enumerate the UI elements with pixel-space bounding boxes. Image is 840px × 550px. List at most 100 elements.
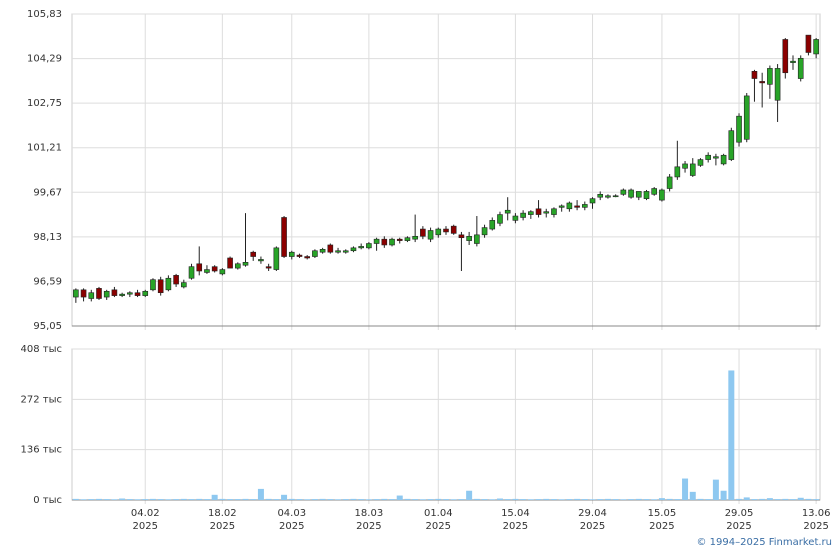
x-tick-label: 04.03 2025 [277,508,307,532]
candle-body [127,292,133,295]
plot-area [71,348,821,501]
candle-body [389,238,395,246]
candle-body [481,227,488,236]
candle-body [273,247,280,270]
volume-bar [674,499,681,500]
volume-bar [450,499,457,500]
volume-bar [504,499,511,500]
volume-bar [589,499,596,500]
candle-body [666,176,673,189]
x-tick-label: 29.05 2025 [724,508,754,532]
volume-bar [790,499,797,500]
volume-bar [550,499,557,500]
candle-body [196,263,203,272]
volume-bar [365,499,372,500]
candle-body [682,163,688,169]
candle-body [435,228,442,236]
candle-body [381,238,388,246]
candle-body [412,235,418,240]
candle-body [304,256,310,259]
candle-body [813,39,819,55]
volume-bar [203,499,210,500]
volume-bar [88,499,95,500]
volume-bar [142,499,149,500]
y-tick-label: 102,75 [27,98,62,109]
candle-body [96,288,102,299]
candle-body [165,277,172,291]
candle-body [774,68,781,101]
candle-body [173,275,179,285]
volume-bar [782,498,789,500]
candle-body [204,269,210,273]
volume-bar [342,499,349,500]
y-tick-label: 0 тыс [33,495,62,506]
candle-body [643,191,650,199]
volume-bar [335,499,342,500]
volume-bar [381,498,388,500]
candle-body [474,234,480,244]
candle-body [88,292,95,299]
candle-body [258,259,264,262]
candle-body [242,262,249,266]
volume-bar [404,498,411,500]
volume-bar [250,499,257,500]
candle-body [250,251,257,257]
candle-body [697,159,704,166]
candle-body [450,225,457,234]
candle-body [635,191,642,198]
volume-bar [95,498,102,500]
x-tick-label: 15.05 2025 [647,508,677,532]
y-tick-label: 104,29 [27,54,62,65]
candle-body [720,154,727,165]
volume-bar [458,499,465,500]
volume-bar [527,499,534,500]
candle-body [589,198,596,204]
candle-body [350,247,357,252]
volume-bar [543,498,550,500]
volume-bar [512,498,519,500]
volume-bar [766,498,773,500]
volume-bar [612,499,619,500]
candle-body [366,243,372,249]
candle-body [566,202,573,210]
volume-bar [496,498,503,500]
volume-bar [227,499,234,500]
volume-bar [473,498,480,500]
candle-body [689,163,696,176]
volume-bar [797,497,804,500]
volume-bar [412,499,419,500]
candle-body [659,189,665,201]
volume-bar [597,499,604,500]
volume-bar [373,499,380,500]
volume-bar [705,499,712,500]
volume-bar [574,498,581,500]
volume-bar [188,499,195,500]
candle-body [612,195,619,198]
candle-body [605,195,611,198]
volume-bar [319,498,326,500]
volume-bar [111,499,118,500]
candle-body [489,220,496,230]
volume-bar [666,498,673,500]
volume-bar [728,370,735,500]
candle-body [358,246,364,249]
candle-body [373,238,380,244]
candle-body [497,214,503,224]
candle-body [312,250,318,257]
candle-body [327,244,334,253]
candle-body [558,205,565,208]
candle-body [111,289,118,296]
volume-bar [219,498,226,500]
candle-body [142,290,149,296]
copyright[interactable]: © 1994–2025 Finmarket.ru [696,537,832,548]
candle-body [188,266,195,279]
volume-bar [751,499,758,500]
candle-body [420,228,426,237]
volume-bar [281,494,288,500]
y-tick-label: 95,05 [33,321,62,332]
candle-body [728,130,735,160]
volume-bar [736,498,743,500]
volume-bar [535,499,542,500]
candle-body [219,269,226,275]
